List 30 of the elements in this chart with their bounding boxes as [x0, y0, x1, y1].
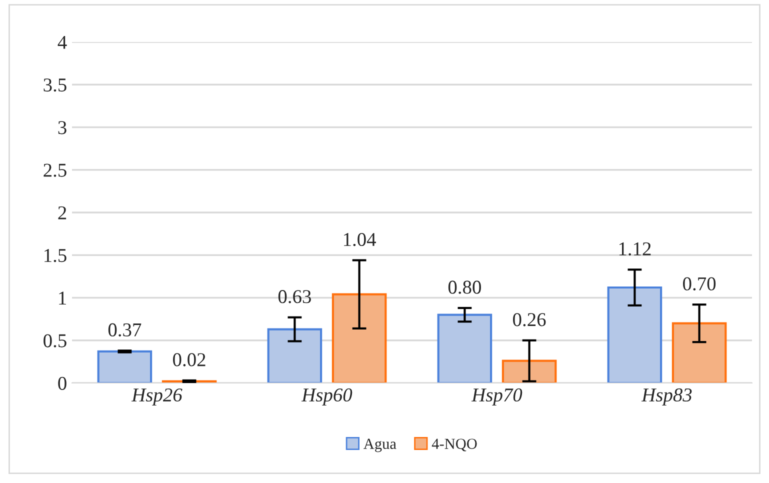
y-tick-label: 2.5: [44, 164, 66, 177]
data-label: 0.26: [513, 313, 546, 326]
y-tick-label: 3.5: [44, 78, 66, 92]
x-tick-label: Hsp83: [641, 388, 692, 406]
legend-label: 4-NQO: [432, 438, 477, 452]
legend-label: Agua: [364, 438, 396, 452]
data-label: 0.80: [448, 280, 481, 294]
data-label: 1.04: [344, 232, 376, 246]
bar: [97, 350, 152, 383]
data-label: 1.12: [619, 242, 651, 256]
y-tick-label: 0.5: [44, 334, 66, 348]
bar: [502, 360, 557, 383]
bar: [332, 293, 387, 383]
x-tick-label: Hsp70: [471, 388, 522, 406]
y-tick-label: 0: [58, 376, 66, 390]
y-tick-label: 2: [58, 206, 66, 220]
data-label: 0.37: [108, 323, 142, 337]
y-tick-label: 1.5: [44, 249, 66, 262]
bar: [267, 328, 322, 383]
bar: [607, 286, 662, 383]
data-label: 0.70: [683, 277, 716, 290]
y-tick-label: 4: [58, 36, 67, 49]
x-tick-label: Hsp26: [131, 388, 182, 406]
data-label: 0.63: [278, 290, 311, 304]
data-label: 0.02: [173, 353, 206, 366]
bar: [437, 314, 492, 383]
y-tick-label: 1: [59, 292, 66, 304]
x-tick-label: Hsp60: [301, 388, 352, 406]
bar: [672, 322, 727, 383]
y-tick-label: 3: [58, 121, 66, 134]
